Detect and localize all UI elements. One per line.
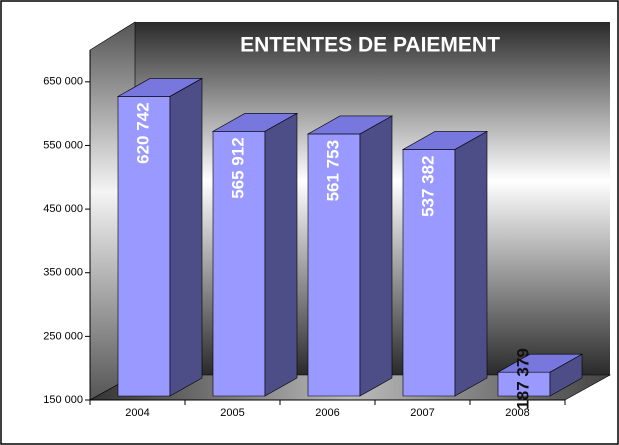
chart-title: ENTENTES DE PAIEMENT xyxy=(240,34,500,57)
bar xyxy=(211,112,299,397)
bar xyxy=(496,353,584,397)
bar-side xyxy=(454,130,488,397)
x-tick-label: 2006 xyxy=(315,407,339,419)
x-tick-label: 2005 xyxy=(220,407,244,419)
value-label: 565 912 xyxy=(228,137,247,198)
bar-side xyxy=(549,353,583,397)
y-tick-label: 650 000 xyxy=(43,76,83,88)
bar-side xyxy=(359,115,393,397)
bar xyxy=(306,115,394,397)
bar-side xyxy=(169,77,203,397)
y-tick-label: 550 000 xyxy=(43,139,83,151)
y-tick-label: 350 000 xyxy=(43,267,83,279)
bar-side xyxy=(264,112,298,397)
x-tick-label: 2007 xyxy=(410,407,434,419)
bar xyxy=(116,77,204,397)
y-tick-label: 150 000 xyxy=(43,394,83,406)
y-tick-label: 250 000 xyxy=(43,330,83,342)
x-tick-label: 2008 xyxy=(505,407,529,419)
value-label: 187 379 xyxy=(513,348,532,409)
x-tick-label: 2004 xyxy=(125,407,149,419)
value-label: 620 742 xyxy=(133,102,152,163)
y-tick-label: 450 000 xyxy=(43,203,83,215)
value-label: 561 753 xyxy=(323,140,342,201)
value-label: 537 382 xyxy=(418,155,437,216)
bar xyxy=(401,130,489,397)
